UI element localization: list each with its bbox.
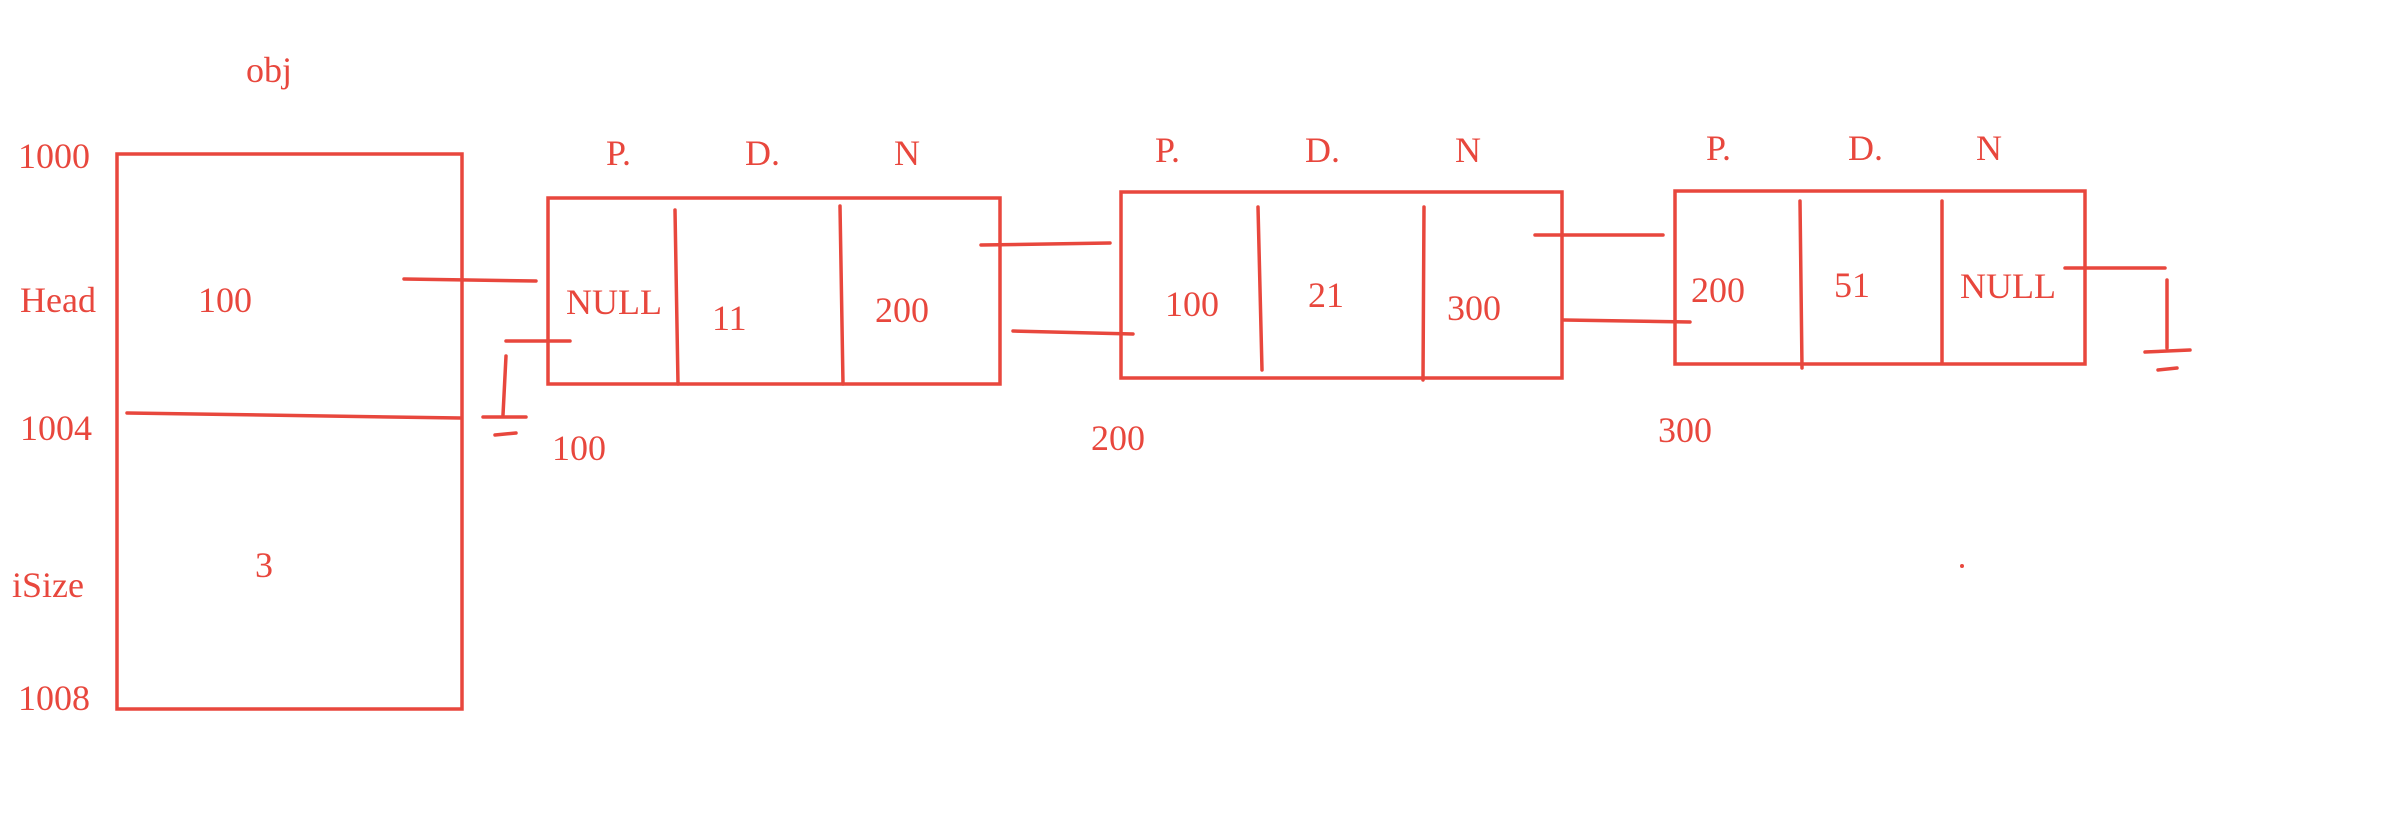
node1-data-value: 11	[712, 298, 747, 338]
link-node3-prev-to-node2	[1562, 318, 1692, 324]
node1-divider-2	[838, 204, 845, 386]
field-label-isize: iSize	[12, 565, 84, 605]
node3-address: 300	[1658, 410, 1712, 450]
address-label-1008: 1008	[18, 678, 90, 718]
node2-box	[1119, 190, 1564, 380]
node1-divider-1	[673, 208, 680, 386]
node2-header-next: N	[1455, 130, 1481, 170]
node3-box	[1673, 189, 2087, 366]
node1-prev-value: NULL	[566, 282, 662, 322]
link-node2-prev-to-node1	[1011, 329, 1135, 336]
node2-address: 200	[1091, 418, 1145, 458]
node3-header-prev: P.	[1706, 128, 1731, 168]
node3-header-next: N	[1976, 128, 2002, 168]
isize-value: 3	[255, 545, 273, 585]
node3-divider-1	[1798, 199, 1804, 370]
node3-header-data: D.	[1848, 128, 1883, 168]
field-label-head: Head	[20, 280, 96, 320]
object-divider	[125, 411, 462, 420]
node2-header-prev: P.	[1155, 130, 1180, 170]
node1-header-next: N	[894, 133, 920, 173]
node2-prev-value: 100	[1165, 284, 1219, 324]
head-value: 100	[198, 280, 252, 320]
node1-header-prev: P.	[606, 133, 631, 173]
object-box	[115, 152, 464, 711]
node2-divider-1	[1256, 205, 1264, 372]
node1-prev-ground-2	[493, 431, 518, 437]
node3-data-value: 51	[1834, 265, 1870, 305]
node3-prev-value: 200	[1691, 270, 1745, 310]
node2-data-value: 21	[1308, 275, 1344, 315]
node1-header-data: D.	[745, 133, 780, 173]
link-node1-next-to-node2	[979, 241, 1112, 247]
head-pointer-arrow	[402, 277, 538, 283]
object-name: obj	[246, 50, 292, 90]
node3-next-value: NULL	[1960, 266, 2056, 306]
node1-address: 100	[552, 428, 606, 468]
node2-divider-2	[1421, 205, 1426, 382]
stray-dot	[1960, 564, 1964, 568]
node1-prev-null-stem	[501, 354, 508, 417]
node1-next-value: 200	[875, 290, 929, 330]
node2-next-value: 300	[1447, 288, 1501, 328]
node3-next-ground-1	[2143, 348, 2192, 354]
node3-next-ground-2	[2156, 366, 2179, 372]
node2-header-data: D.	[1305, 130, 1340, 170]
address-label-1000: 1000	[18, 136, 90, 176]
node1-box	[546, 196, 1002, 386]
address-label-1004: 1004	[20, 408, 92, 448]
